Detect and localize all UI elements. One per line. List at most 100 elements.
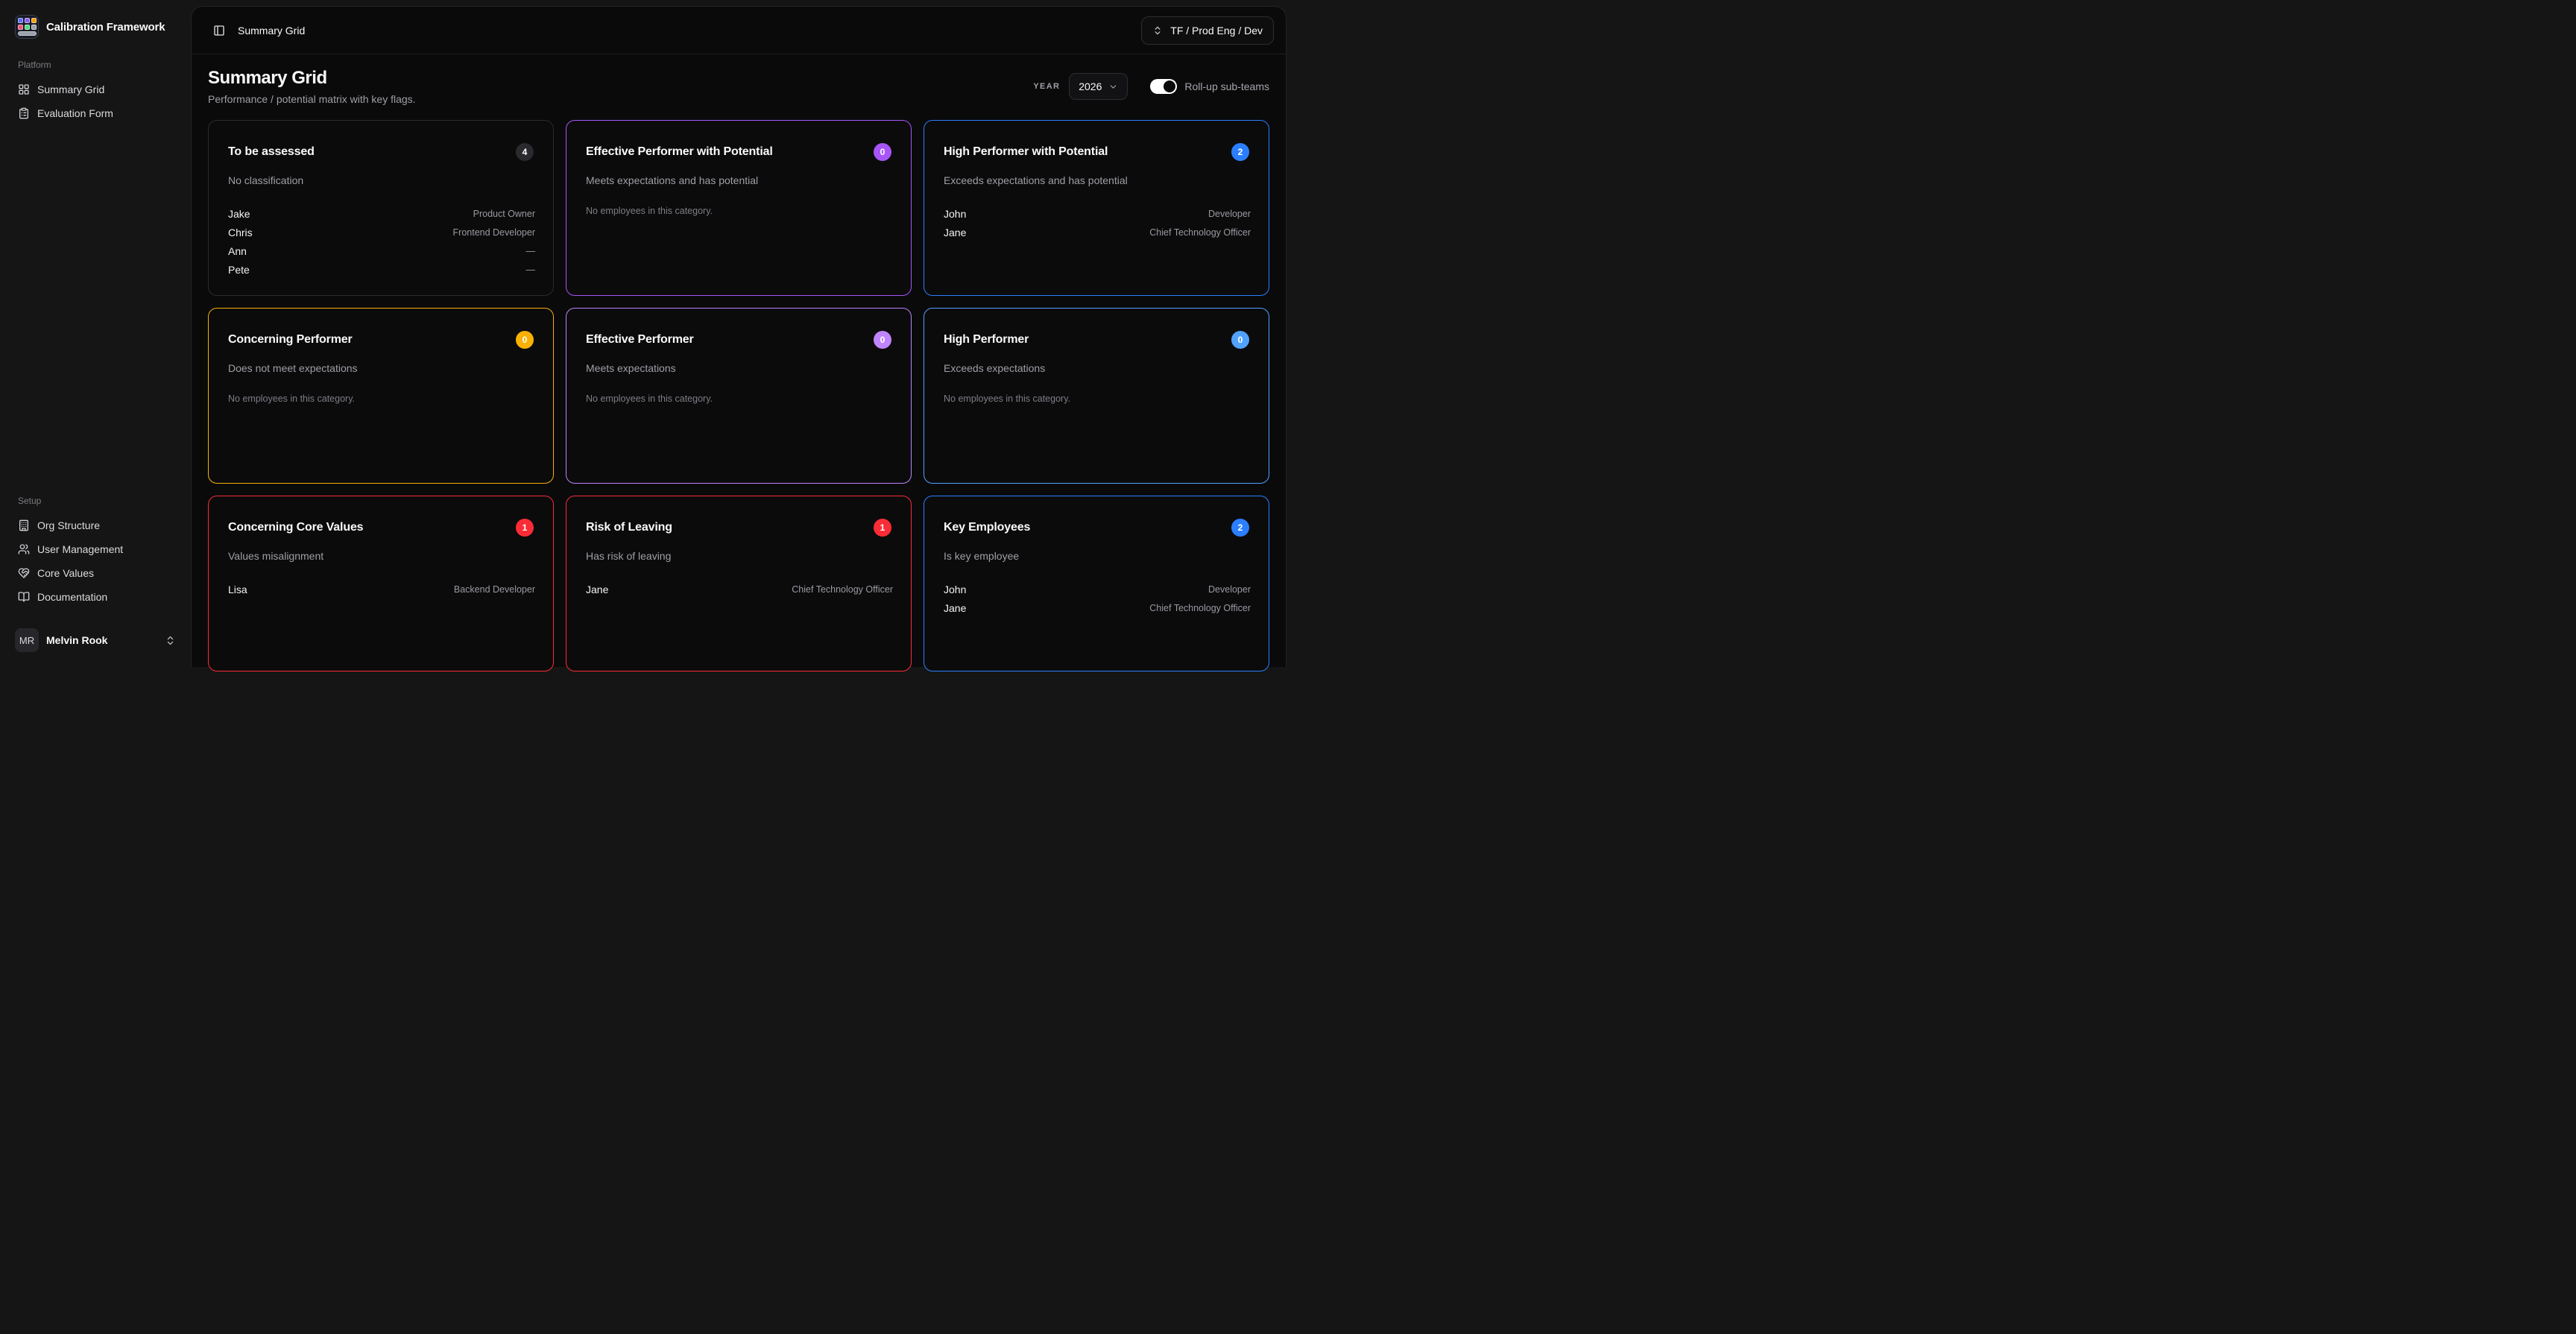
user-name: Melvin Rook [46,634,157,646]
app-title: Calibration Framework [46,21,165,34]
card-description: Values misalignment [228,549,535,563]
summary-card: To be assessed 4 No classification Jake … [208,120,554,296]
summary-card: High Performer with Potential 2 Exceeds … [924,120,1269,296]
sidebar-section: Setup Org Structure User Management Core… [12,488,179,609]
card-header: Concerning Performer 0 [228,331,535,349]
top-bar: Summary Grid TF / Prod Eng / Dev [192,7,1286,54]
employee-role: Chief Technology Officer [1149,227,1251,238]
breadcrumb: Summary Grid [238,25,305,37]
page-subtitle: Performance / potential matrix with key … [208,93,416,105]
employee-name: Jake [228,208,250,220]
employee-name: Jane [586,584,608,595]
employee-list: Lisa Backend Developer [228,580,535,598]
grid-icon [18,83,30,95]
employee-name: Ann [228,245,247,257]
employee-role: Product Owner [473,209,535,219]
sidebar-item-label: Org Structure [37,519,100,531]
employee-name: John [944,208,966,220]
card-title: To be assessed [228,143,315,161]
heart-handshake-icon [18,567,30,579]
sidebar-section: Platform Summary Grid Evaluation Form [12,52,179,125]
count-badge: 2 [1231,143,1249,161]
sidebar-item-label: Evaluation Form [37,107,113,119]
page-content: Summary Grid Performance / potential mat… [192,54,1286,667]
summary-card: High Performer 0 Exceeds expectations No… [924,308,1269,484]
employee-name: Jane [944,602,966,614]
page-title: Summary Grid [208,68,416,89]
employee-name: Jane [944,227,966,238]
count-badge: 0 [1231,331,1249,349]
count-badge: 0 [874,331,891,349]
card-description: Exceeds expectations [944,361,1251,376]
sidebar: Calibration Framework Platform Summary G… [0,0,191,667]
rollup-toggle[interactable] [1150,79,1177,94]
team-selector-button[interactable]: TF / Prod Eng / Dev [1141,16,1274,45]
summary-grid: To be assessed 4 No classification Jake … [208,120,1269,671]
employee-role: Frontend Developer [453,227,535,238]
sidebar-nav: Platform Summary Grid Evaluation Form Se… [12,52,179,609]
card-title: Key Employees [944,519,1030,537]
users-icon [18,543,30,555]
page-header-row: Summary Grid Performance / potential mat… [208,68,1269,105]
card-description: Meets expectations [586,361,893,376]
summary-card: Concerning Core Values 1 Values misalign… [208,496,554,671]
card-title: Effective Performer [586,331,694,349]
sidebar-section-label: Platform [12,60,179,70]
employee-role: Chief Technology Officer [1149,603,1251,613]
sidebar-item-user-management[interactable]: User Management [12,537,179,561]
card-description: Exceeds expectations and has potential [944,173,1251,188]
chevrons-up-down-icon [1152,25,1163,36]
empty-category-note: No employees in this category. [586,393,893,404]
card-title: Concerning Core Values [228,519,363,537]
empty-category-note: No employees in this category. [228,393,535,404]
sidebar-item-evaluation-form[interactable]: Evaluation Form [12,101,179,125]
card-header: Concerning Core Values 1 [228,519,535,537]
user-menu[interactable]: MR Melvin Rook [12,624,179,657]
card-header: Risk of Leaving 1 [586,519,893,537]
sidebar-item-label: Summary Grid [37,83,104,95]
count-badge: 0 [874,143,891,161]
chevrons-up-down-icon [165,635,176,646]
sidebar-toggle-icon[interactable] [209,21,229,40]
building-icon [18,519,30,531]
sidebar-item-documentation[interactable]: Documentation [12,585,179,609]
employee-role: — [526,265,536,275]
employee-list: John Developer Jane Chief Technology Off… [944,204,1251,241]
employee-role: — [526,246,536,256]
clipboard-list-icon [18,107,30,119]
employee-role: Chief Technology Officer [792,584,893,595]
rollup-label: Roll-up sub-teams [1184,80,1269,92]
card-header: Effective Performer with Potential 0 [586,143,893,161]
sidebar-item-summary-grid[interactable]: Summary Grid [12,78,179,101]
summary-card: Risk of Leaving 1 Has risk of leaving Ja… [566,496,912,671]
summary-card: Concerning Performer 0 Does not meet exp… [208,308,554,484]
count-badge: 2 [1231,519,1249,537]
year-value: 2026 [1079,80,1102,92]
employee-list: Jake Product Owner Chris Frontend Develo… [228,204,535,279]
book-open-icon [18,591,30,603]
employee-name: John [944,584,966,595]
card-title: High Performer [944,331,1029,349]
employee-row: Chris Frontend Developer [228,223,535,241]
card-title: Concerning Performer [228,331,353,349]
summary-card: Key Employees 2 Is key employee John Dev… [924,496,1269,671]
card-description: Is key employee [944,549,1251,563]
employee-name: Chris [228,227,253,238]
sidebar-item-org-structure[interactable]: Org Structure [12,513,179,537]
employee-row: Jake Product Owner [228,204,535,223]
sidebar-item-core-values[interactable]: Core Values [12,561,179,585]
employee-role: Developer [1208,209,1251,219]
employee-name: Lisa [228,584,247,595]
app-logo-icon [15,15,39,39]
count-badge: 0 [516,331,534,349]
card-header: Effective Performer 0 [586,331,893,349]
book-open-icon [18,591,30,603]
card-description: Has risk of leaving [586,549,893,563]
count-badge: 1 [516,519,534,537]
employee-list: John Developer Jane Chief Technology Off… [944,580,1251,617]
card-title: Effective Performer with Potential [586,143,773,161]
employee-row: John Developer [944,204,1251,223]
building-icon [18,519,30,531]
team-selector-label: TF / Prod Eng / Dev [1170,25,1263,37]
year-select[interactable]: 2026 [1069,73,1128,100]
